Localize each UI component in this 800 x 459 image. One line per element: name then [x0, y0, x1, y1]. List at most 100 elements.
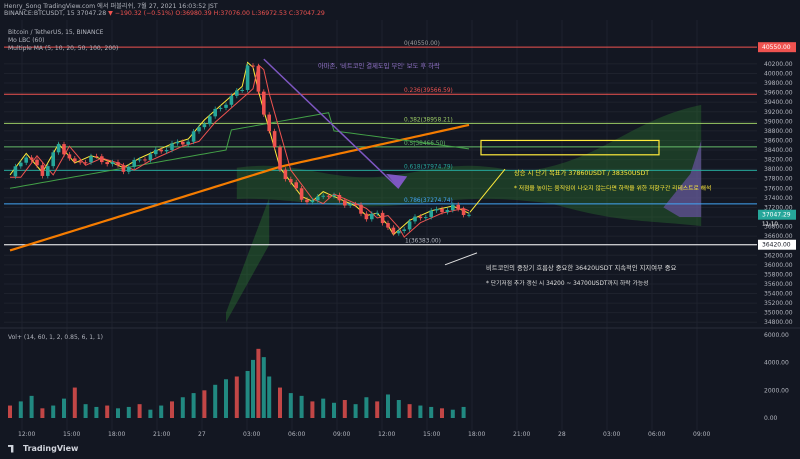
candle-body — [445, 210, 450, 213]
target-arrow — [469, 168, 506, 213]
volume-bar — [261, 357, 266, 418]
candle-body — [170, 143, 174, 150]
candle-body — [197, 127, 201, 132]
volume-tick: 6000.00 — [764, 332, 789, 339]
volume-bar — [267, 376, 272, 418]
top-price-tag-bg — [758, 42, 796, 53]
chart-title: Bitcoin / TetherUS, 15, BINANCE — [8, 29, 104, 36]
candle-body — [332, 194, 336, 197]
top-price-tag: 40550.00 — [762, 44, 791, 51]
volume-bar — [170, 401, 174, 418]
volume-bar — [278, 387, 282, 418]
candle-body — [73, 158, 77, 162]
volume-bar — [83, 404, 88, 418]
candle-body — [51, 152, 55, 167]
volume-axis: 6000.00 4000.00 2000.00 0.00 — [764, 332, 789, 422]
cloud-forecast — [663, 140, 702, 217]
volume-bar — [429, 406, 434, 418]
candle-body — [256, 66, 261, 92]
support-arrow — [444, 252, 478, 266]
candle-body — [321, 195, 325, 197]
drop-arrow-head — [386, 173, 408, 189]
price-tick: 36800.00 — [764, 224, 793, 231]
candle-body — [46, 166, 50, 176]
change-label: ▼ −190.32 (−0.51%) — [108, 10, 174, 17]
volume-bar — [386, 394, 390, 418]
candle-body — [202, 124, 207, 128]
candle-body — [364, 213, 369, 220]
volume-bar — [62, 398, 66, 418]
support-price-tag-bg — [758, 239, 796, 250]
candle-body — [78, 161, 82, 163]
candle-body — [375, 212, 379, 214]
fib-label: 1(36383.00) — [405, 239, 441, 245]
volume-bar — [137, 404, 142, 418]
candle-body — [148, 154, 153, 161]
volume-bar — [224, 379, 228, 418]
price-tick: 39000.00 — [764, 118, 793, 125]
price-tick: 37800.00 — [764, 176, 793, 183]
time-tick: 12:00 — [378, 431, 395, 438]
candle-body — [105, 162, 109, 165]
price-tick: 38800.00 — [764, 128, 793, 135]
candle-body — [326, 195, 331, 197]
volume-bar — [375, 401, 380, 418]
time-tick: 12:00 — [18, 431, 35, 438]
candle-body — [191, 131, 196, 142]
candle-body — [159, 149, 163, 152]
candle-body — [348, 204, 352, 206]
moving-averages — [9, 61, 470, 252]
price-tick: 35400.00 — [764, 291, 793, 298]
price-tick: 36600.00 — [764, 233, 793, 240]
candle-body — [402, 229, 406, 231]
cloud-area — [236, 104, 702, 227]
fib-label: 0.618(37974.79) — [404, 164, 453, 170]
annotation-support: 비트코인의 중장기 흐름상 중요한 36420USDT 지속적인 지지여부 중요 — [486, 263, 677, 272]
price-tick: 39800.00 — [764, 80, 793, 87]
candle-body — [434, 208, 439, 211]
ma-200-line — [9, 123, 470, 252]
candle-body — [229, 95, 234, 105]
candle-body — [24, 157, 28, 163]
price-tick: 38000.00 — [764, 166, 793, 173]
ichimoku-cloud — [226, 104, 702, 323]
candle-body — [154, 149, 158, 155]
multiple-ma-label: Multiple MA (5, 10, 20, 50, 100, 200) — [8, 45, 118, 52]
cloud-area-lower — [226, 197, 270, 323]
volume-bar — [159, 405, 164, 418]
ma-10-line — [10, 63, 470, 238]
candle-body — [418, 216, 423, 219]
candle-body — [83, 162, 88, 164]
candle-body — [62, 144, 66, 155]
fib-label: 0.5(38466.50) — [404, 141, 445, 147]
header-symbol-line: BINANCE:BTCUSDT, 15 37047.28 ▼ −190.32 (… — [4, 10, 325, 17]
volume-bar — [353, 404, 358, 418]
volume-tick: 2000.00 — [764, 387, 789, 394]
candle-body — [40, 165, 45, 176]
current-price-tag: 37047.29 — [762, 212, 791, 219]
candle-body — [343, 200, 347, 206]
candle-body — [67, 154, 72, 159]
candle-body — [413, 216, 417, 222]
candle-body — [353, 204, 358, 206]
ohlc-label: O:36980.39 H:37076.00 L:36972.53 C:37047… — [175, 10, 325, 17]
candle-body — [380, 212, 385, 224]
candle-body — [224, 104, 228, 108]
time-tick: 03:00 — [243, 431, 260, 438]
price-axis: 34800.00 35000.00 35200.00 35400.00 35600.00… — [758, 42, 796, 326]
candle-body — [235, 90, 239, 96]
candle-body — [289, 179, 293, 183]
candle-body — [370, 213, 374, 220]
volume-bar — [18, 401, 23, 418]
fib-label: 0.786(37274.74) — [404, 198, 453, 204]
volume-bar — [180, 397, 185, 418]
price-tick: 36200.00 — [764, 252, 793, 259]
time-tick: 18:00 — [108, 431, 125, 438]
countdown-tag: 11:10 — [762, 222, 778, 228]
volume-bar — [342, 400, 347, 418]
price-tick: 39600.00 — [764, 90, 793, 97]
volume-bar — [396, 400, 401, 418]
volume-bar — [299, 395, 304, 418]
